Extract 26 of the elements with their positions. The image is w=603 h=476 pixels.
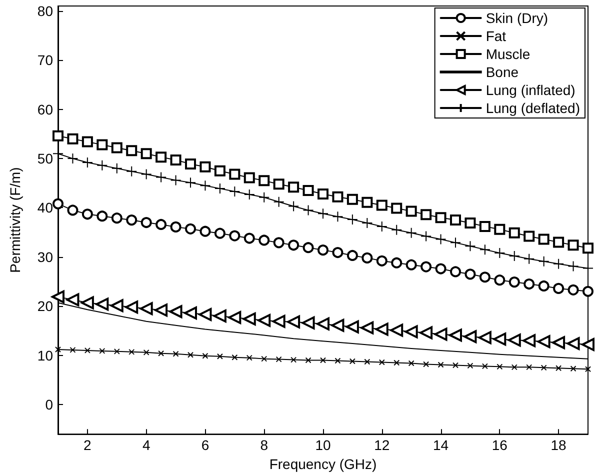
x-tick-label: 18 [550,437,567,454]
x-tick-label: 16 [492,437,508,454]
x-axis-title: Frequency (GHz) [269,456,377,472]
y-tick-label: 50 [37,150,54,167]
y-tick-label: 30 [37,248,54,265]
y-tick-label: 20 [37,298,54,314]
y-tick-label: 60 [37,101,54,118]
legend-label: Fat [486,28,506,44]
legend-label: Lung (inflated) [486,82,576,98]
x-tick-label: 14 [432,437,449,454]
x-tick-label: 2 [84,437,92,454]
y-tick-label: 70 [37,52,54,68]
y-tick-label: 0 [45,396,54,413]
y-axis-title: Permittivity (F/m) [7,167,23,273]
legend-label: Muscle [486,46,530,62]
legend-label: Skin (Dry) [486,10,548,26]
y-tick-label: 40 [37,200,54,216]
x-tick-label: 8 [260,437,268,454]
x-tick-label: 12 [374,437,390,454]
legend-label: Lung (deflated) [486,100,580,116]
y-tick-label: 10 [37,347,54,364]
x-tick-label: 10 [315,437,331,454]
x-tick-label: 6 [201,437,210,454]
y-tick-label: 80 [37,2,54,19]
x-tick-label: 4 [142,437,150,454]
legend-label: Bone [486,64,519,80]
